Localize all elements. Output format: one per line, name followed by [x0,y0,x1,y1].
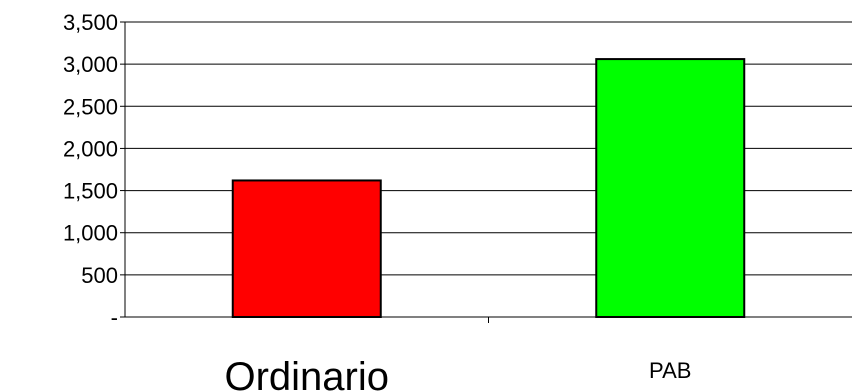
y-tick-label: 3,500 [63,10,118,35]
x-category-label: PAB [649,358,691,383]
bars [231,58,746,318]
y-tick-label: 2,500 [63,94,118,119]
x-axis-labels: Ordinario PAB [224,355,691,392]
y-tick-label: 1,500 [63,179,118,204]
x-category-label: Ordinario [224,355,389,392]
bar-ordinario [231,179,382,318]
y-tick-label: - [111,305,118,330]
bar-pab [595,58,746,318]
y-axis-ticks: - 500 1,000 1,500 2,000 2,500 3,000 3,500 [63,10,125,330]
y-tick-label: 1,000 [63,221,118,246]
y-tick-label: 3,000 [63,52,118,77]
y-tick-label: 500 [81,263,118,288]
y-tick-label: 2,000 [63,136,118,161]
